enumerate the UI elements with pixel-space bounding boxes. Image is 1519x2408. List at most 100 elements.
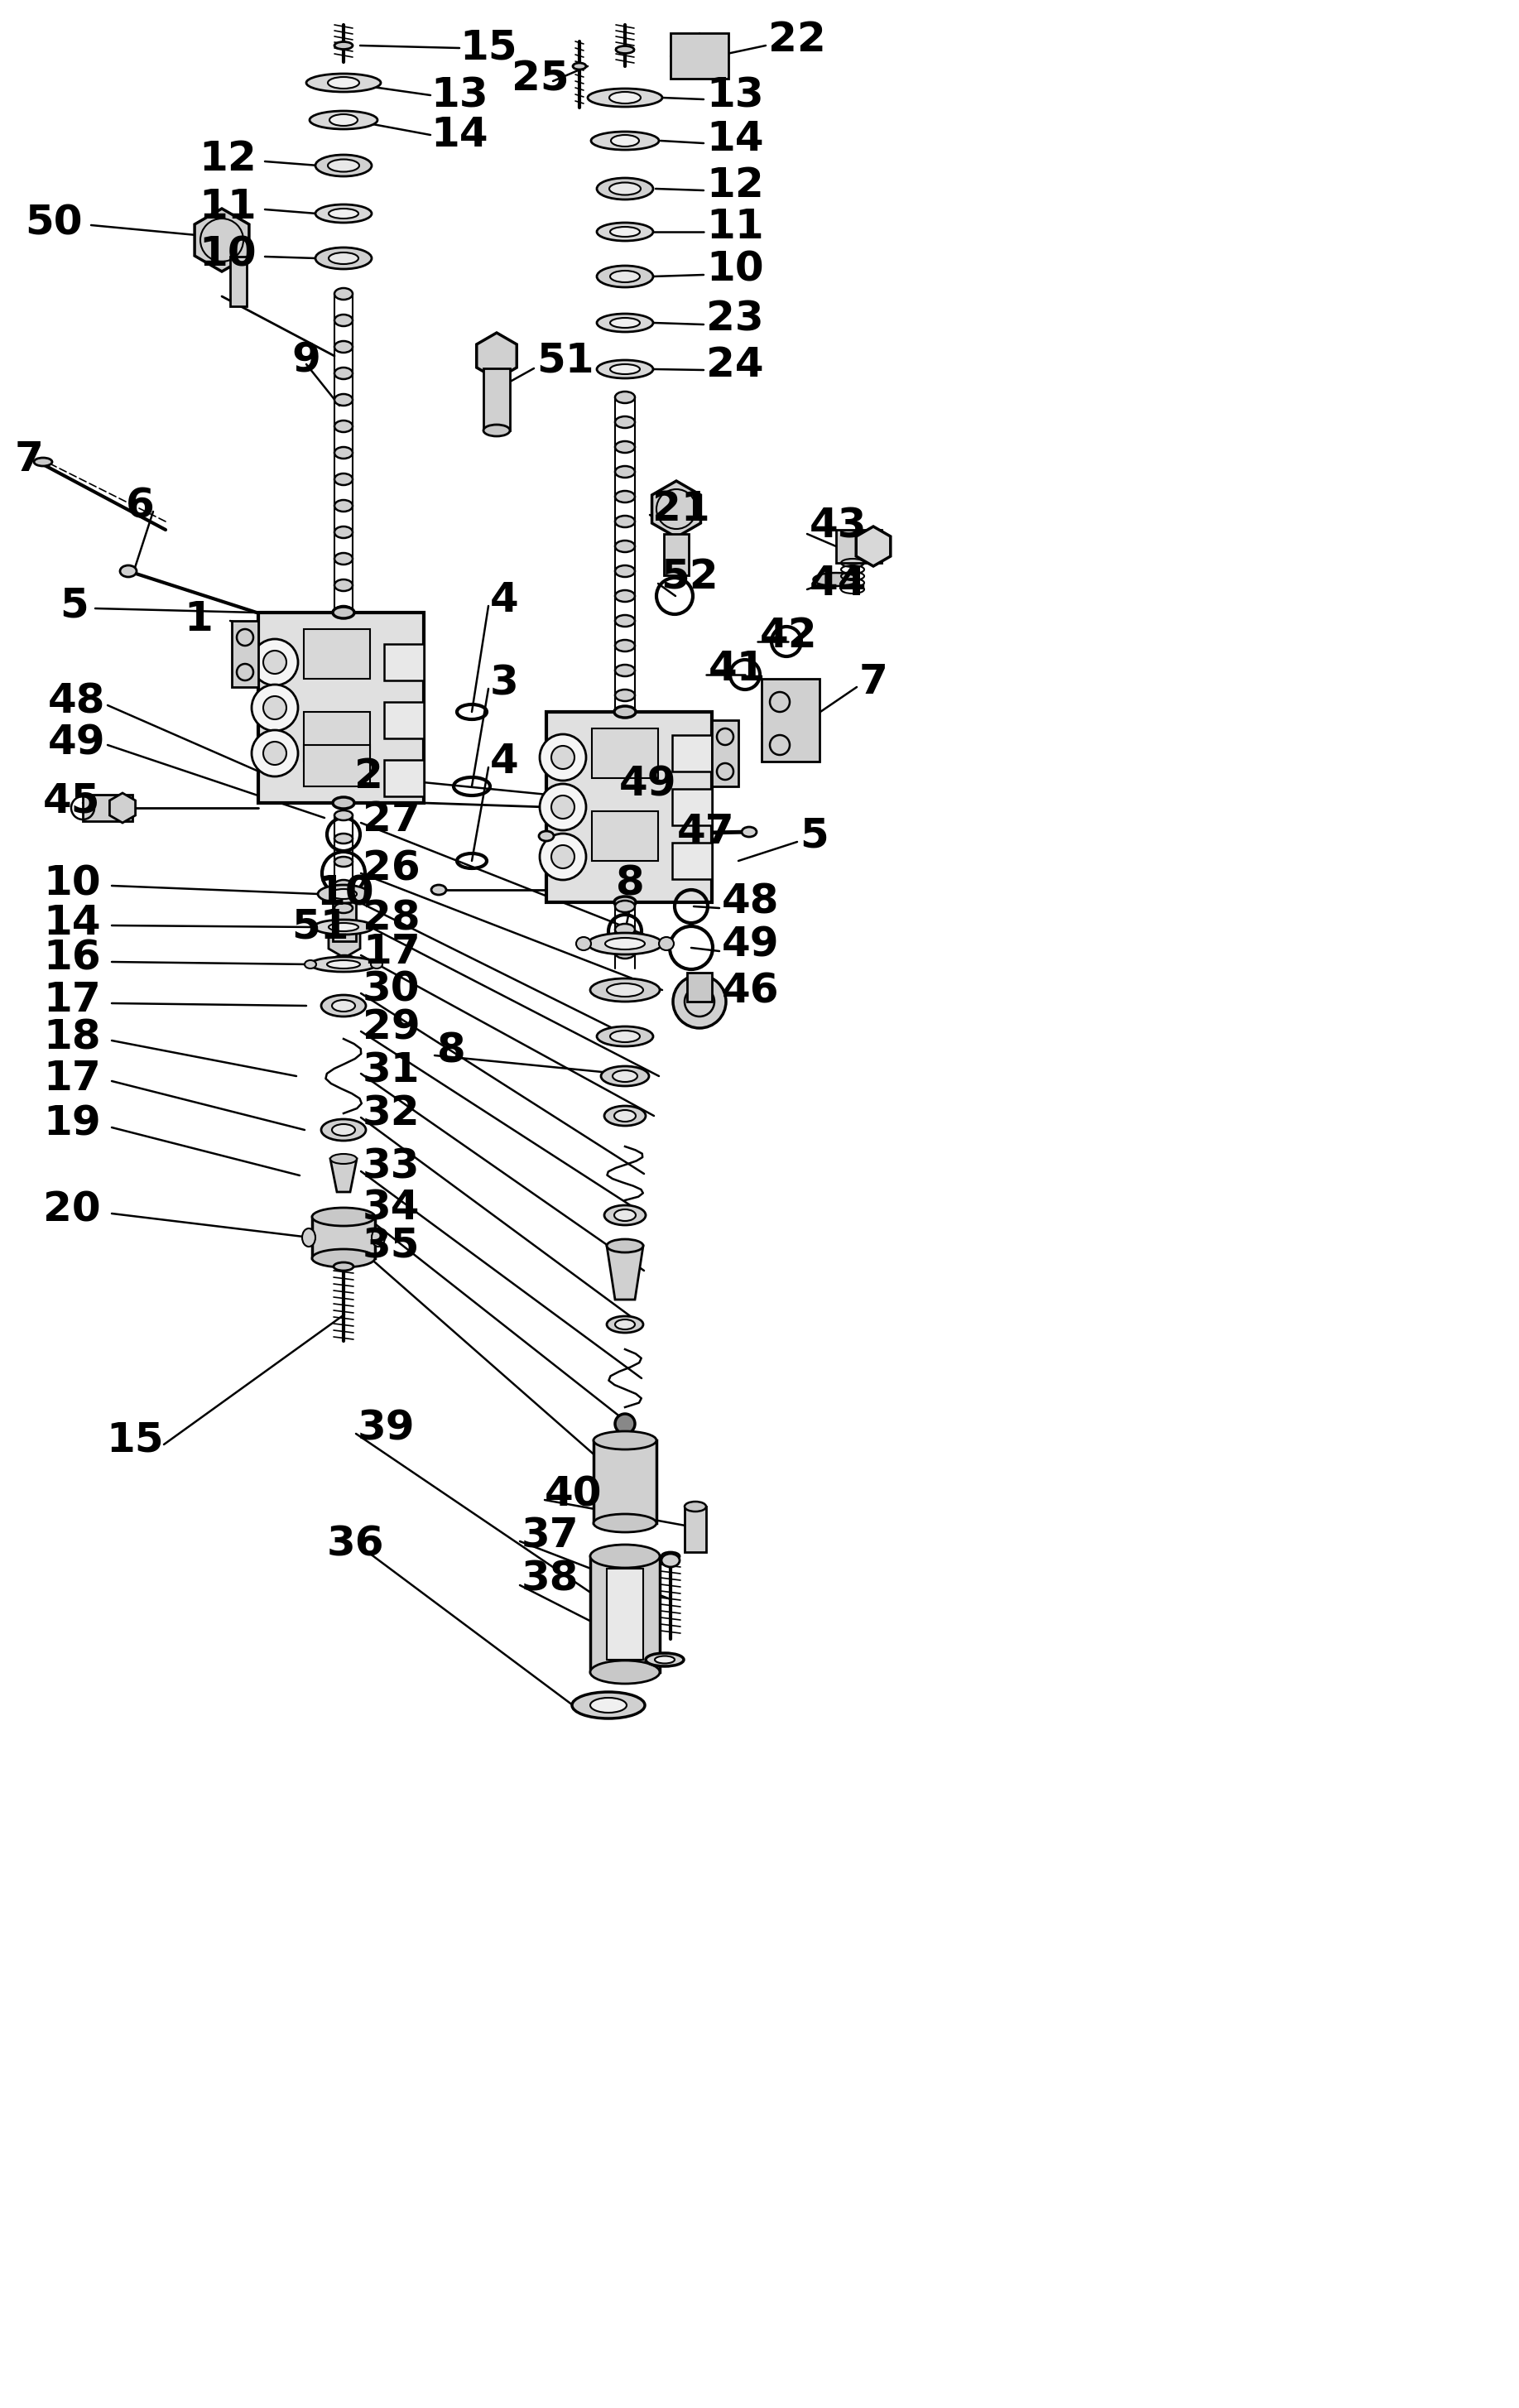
- Ellipse shape: [321, 1120, 366, 1141]
- Text: 8: 8: [615, 864, 644, 903]
- Circle shape: [252, 684, 298, 732]
- Text: 31: 31: [363, 1050, 421, 1091]
- Ellipse shape: [611, 135, 639, 147]
- Ellipse shape: [334, 607, 352, 616]
- Ellipse shape: [334, 527, 352, 537]
- Ellipse shape: [615, 393, 635, 402]
- Ellipse shape: [615, 467, 635, 477]
- Text: 15: 15: [459, 29, 516, 67]
- Text: 12: 12: [706, 166, 764, 205]
- Bar: [664, 535, 688, 576]
- Circle shape: [252, 638, 298, 686]
- Text: 4: 4: [491, 580, 519, 619]
- Ellipse shape: [316, 154, 372, 176]
- Text: 35: 35: [363, 1226, 421, 1267]
- Bar: [673, 734, 712, 771]
- Ellipse shape: [333, 607, 354, 619]
- Ellipse shape: [612, 1069, 638, 1081]
- Polygon shape: [857, 527, 890, 566]
- Polygon shape: [606, 1245, 643, 1300]
- Ellipse shape: [591, 978, 659, 1002]
- Ellipse shape: [591, 1698, 627, 1712]
- Circle shape: [551, 845, 574, 869]
- Text: 48: 48: [49, 681, 105, 720]
- Ellipse shape: [609, 92, 641, 104]
- Text: 5: 5: [59, 585, 88, 626]
- Ellipse shape: [302, 1228, 316, 1247]
- Bar: [761, 679, 820, 761]
- Ellipse shape: [33, 458, 52, 467]
- Polygon shape: [109, 792, 135, 824]
- Text: 17: 17: [43, 980, 100, 1021]
- Bar: [670, 34, 729, 79]
- Ellipse shape: [597, 313, 653, 332]
- Ellipse shape: [591, 1662, 659, 1683]
- Ellipse shape: [615, 641, 635, 653]
- Ellipse shape: [611, 364, 639, 373]
- Ellipse shape: [609, 183, 641, 195]
- Text: 17: 17: [363, 932, 421, 973]
- Text: 25: 25: [512, 58, 570, 99]
- Ellipse shape: [334, 879, 352, 891]
- Ellipse shape: [334, 315, 352, 325]
- Text: 28: 28: [363, 898, 421, 939]
- Ellipse shape: [597, 222, 653, 241]
- Text: 12: 12: [199, 140, 257, 178]
- Ellipse shape: [334, 368, 352, 378]
- Text: 38: 38: [521, 1560, 579, 1599]
- Bar: [592, 730, 658, 778]
- Text: 46: 46: [722, 973, 779, 1011]
- Ellipse shape: [591, 132, 659, 149]
- Text: 16: 16: [43, 939, 100, 978]
- Text: 49: 49: [49, 722, 106, 763]
- Ellipse shape: [615, 566, 635, 578]
- Ellipse shape: [614, 1209, 636, 1221]
- Polygon shape: [328, 922, 360, 958]
- Ellipse shape: [539, 831, 554, 840]
- Bar: [594, 1440, 656, 1524]
- Ellipse shape: [646, 1652, 684, 1666]
- Ellipse shape: [614, 896, 636, 908]
- Text: 26: 26: [363, 850, 421, 889]
- Bar: [229, 258, 246, 306]
- Ellipse shape: [615, 946, 635, 958]
- Ellipse shape: [334, 903, 352, 913]
- Text: 10: 10: [706, 250, 764, 289]
- Polygon shape: [652, 482, 700, 537]
- Circle shape: [252, 730, 298, 775]
- Text: 4: 4: [491, 742, 519, 783]
- Ellipse shape: [328, 77, 360, 89]
- Text: 34: 34: [363, 1190, 421, 1228]
- Bar: [547, 713, 712, 903]
- Text: 43: 43: [810, 506, 867, 547]
- Text: 32: 32: [363, 1093, 421, 1134]
- Ellipse shape: [605, 937, 646, 949]
- Ellipse shape: [685, 1503, 706, 1512]
- Ellipse shape: [615, 925, 635, 934]
- Ellipse shape: [307, 75, 381, 92]
- Bar: [258, 612, 424, 802]
- Ellipse shape: [334, 857, 352, 867]
- Ellipse shape: [334, 554, 352, 563]
- Ellipse shape: [371, 961, 383, 968]
- Ellipse shape: [316, 248, 372, 270]
- Ellipse shape: [591, 1544, 659, 1568]
- Bar: [483, 368, 510, 431]
- Text: 20: 20: [43, 1190, 100, 1230]
- Ellipse shape: [611, 226, 639, 236]
- Text: 41: 41: [708, 650, 766, 689]
- Text: 6: 6: [126, 486, 155, 527]
- Ellipse shape: [328, 209, 358, 219]
- Ellipse shape: [615, 689, 635, 701]
- Ellipse shape: [661, 1553, 679, 1560]
- Ellipse shape: [327, 961, 360, 968]
- Ellipse shape: [311, 1250, 375, 1267]
- Ellipse shape: [615, 491, 635, 503]
- Ellipse shape: [615, 590, 635, 602]
- Text: 10: 10: [316, 874, 374, 915]
- Text: 49: 49: [620, 766, 677, 804]
- Ellipse shape: [615, 46, 633, 53]
- Bar: [673, 843, 712, 879]
- Ellipse shape: [120, 566, 137, 578]
- Ellipse shape: [588, 932, 662, 954]
